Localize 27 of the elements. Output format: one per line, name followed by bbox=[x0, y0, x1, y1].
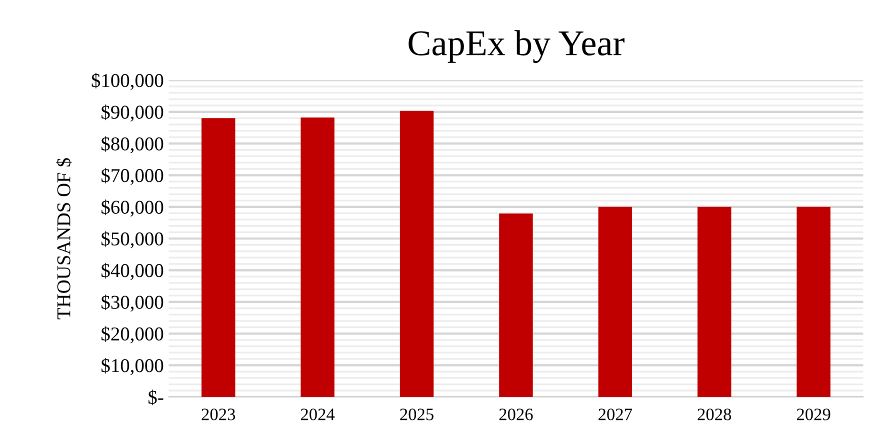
y-tick-label: $90,000 bbox=[102, 104, 164, 122]
y-tick-label: $- bbox=[148, 390, 164, 406]
y-tick-label: $20,000 bbox=[102, 326, 164, 344]
x-tick-label: 2029 bbox=[796, 408, 830, 420]
bar bbox=[796, 206, 830, 397]
y-tick-label: $80,000 bbox=[102, 136, 164, 154]
x-tick-label: 2025 bbox=[400, 408, 434, 420]
x-tick-label: 2026 bbox=[499, 408, 533, 420]
y-tick-label: $100,000 bbox=[92, 72, 164, 90]
y-tick-label: $10,000 bbox=[102, 358, 164, 376]
y-tick-label: $60,000 bbox=[102, 200, 164, 217]
y-axis-title: THOUSANDS OF $ bbox=[56, 158, 72, 320]
x-tick-label: 2028 bbox=[698, 408, 732, 420]
bar bbox=[598, 206, 632, 397]
y-tick-label: $40,000 bbox=[102, 262, 164, 280]
y-tick-label: $50,000 bbox=[102, 231, 164, 248]
y-tick-label: $70,000 bbox=[102, 168, 164, 185]
bar bbox=[202, 118, 236, 397]
x-tick-label: 2024 bbox=[300, 408, 335, 420]
x-tick-label: 2027 bbox=[598, 408, 632, 420]
bar bbox=[400, 110, 434, 397]
chart-title: CapEx by Year bbox=[408, 30, 624, 63]
bar bbox=[499, 214, 533, 397]
x-tick-label: 2023 bbox=[202, 408, 236, 420]
bar bbox=[300, 118, 334, 397]
y-tick-label: $30,000 bbox=[102, 294, 164, 312]
bar bbox=[698, 206, 732, 397]
